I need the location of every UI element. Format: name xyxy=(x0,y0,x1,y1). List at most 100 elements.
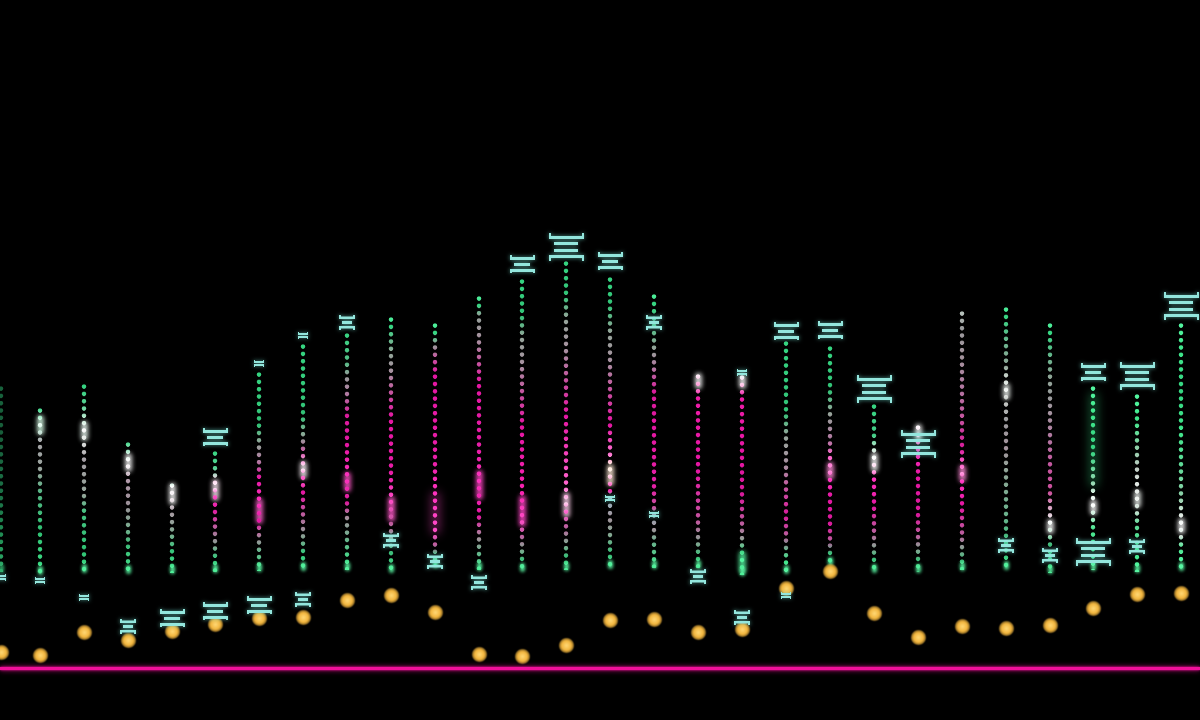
ibeam-marker-icon xyxy=(773,322,799,340)
ibeam-marker-icon xyxy=(383,533,399,548)
column-tip-glow xyxy=(344,562,350,571)
column-tip-glow xyxy=(388,564,394,573)
amber-dot xyxy=(690,624,706,640)
marker-bottom-bracket xyxy=(298,336,308,339)
marker-bar xyxy=(736,616,748,619)
marker-bar xyxy=(777,329,795,333)
ibeam-marker-icon xyxy=(1119,362,1155,390)
marker-top-bracket xyxy=(773,322,799,327)
marker-top-bracket xyxy=(295,592,311,596)
marker-bottom-bracket xyxy=(1129,550,1145,554)
marker-top-bracket xyxy=(202,602,228,607)
marker-bottom-bracket xyxy=(509,268,535,273)
marker-top-bracket xyxy=(383,533,399,537)
dot-column xyxy=(1134,393,1140,572)
marker-bottom-bracket xyxy=(1075,560,1111,566)
dot-column xyxy=(871,403,877,572)
ibeam-marker-icon xyxy=(1129,539,1145,554)
dot-column xyxy=(695,373,701,568)
dot-column xyxy=(519,278,525,571)
marker-bottom-bracket xyxy=(295,603,311,607)
marker-bar xyxy=(1044,554,1056,557)
marker-top-bracket xyxy=(690,569,706,573)
marker-bottom-bracket xyxy=(427,565,443,569)
marker-top-bracket xyxy=(597,252,623,257)
marker-top-bracket xyxy=(900,430,936,436)
marker-bottom-bracket xyxy=(1119,384,1155,390)
marker-bar xyxy=(250,603,268,607)
marker-bottom-bracket xyxy=(900,452,936,458)
column-tip-glow xyxy=(212,564,218,573)
marker-top-bracket xyxy=(605,495,615,498)
marker-bottom-bracket xyxy=(159,622,185,627)
column-tip-glow xyxy=(256,563,262,572)
marker-bar xyxy=(473,581,485,584)
dot-column xyxy=(607,276,613,568)
dot-column xyxy=(1003,306,1009,569)
ibeam-marker-icon xyxy=(781,592,791,599)
ibeam-marker-icon xyxy=(427,554,443,569)
marker-bar xyxy=(163,616,181,620)
ibeam-marker-icon xyxy=(79,594,89,601)
column-tip-glow xyxy=(169,565,175,574)
marker-bar xyxy=(1125,377,1149,381)
column-tip-glow xyxy=(1047,565,1053,574)
marker-bottom-bracket xyxy=(1042,559,1058,563)
marker-top-bracket xyxy=(649,511,659,514)
marker-top-bracket xyxy=(998,538,1014,542)
marker-bar xyxy=(692,575,704,578)
marker-bottom-bracket xyxy=(120,630,136,634)
ibeam-marker-icon xyxy=(295,592,311,607)
marker-bottom-bracket xyxy=(548,255,584,261)
marker-top-bracket xyxy=(35,577,45,580)
marker-bar xyxy=(429,560,441,563)
marker-bar xyxy=(862,390,886,394)
dot-column xyxy=(651,293,657,568)
ibeam-marker-icon xyxy=(856,375,892,403)
column-tip-glow xyxy=(125,565,131,574)
dot-column xyxy=(827,345,833,565)
marker-top-bracket xyxy=(1119,362,1155,368)
marker-bar xyxy=(206,435,224,439)
ibeam-marker-icon xyxy=(0,574,6,581)
marker-top-bracket xyxy=(737,369,747,372)
marker-bar xyxy=(821,328,839,332)
column-tip-glow xyxy=(1003,561,1009,570)
column-tip-glow xyxy=(651,560,657,569)
amber-dot xyxy=(207,616,223,632)
marker-top-bracket xyxy=(1163,292,1199,298)
dot-column xyxy=(1047,322,1053,573)
marker-bar xyxy=(1169,301,1193,304)
marker-bar xyxy=(206,609,224,613)
amber-dot xyxy=(1085,600,1101,616)
dot-column xyxy=(212,450,218,572)
marker-top-bracket xyxy=(856,375,892,381)
marker-top-bracket xyxy=(254,360,264,363)
marker-bar xyxy=(1081,553,1105,557)
ibeam-marker-icon xyxy=(1163,292,1199,320)
marker-bottom-bracket xyxy=(35,581,45,584)
marker-bottom-bracket xyxy=(0,578,6,581)
amber-dot xyxy=(164,623,180,639)
marker-bottom-bracket xyxy=(690,580,706,584)
marker-bottom-bracket xyxy=(471,586,487,590)
ibeam-marker-icon xyxy=(646,315,662,330)
marker-top-bracket xyxy=(1080,363,1106,368)
ibeam-marker-icon xyxy=(1075,538,1111,566)
ibeam-marker-icon xyxy=(254,360,264,367)
ibeam-marker-icon xyxy=(35,577,45,584)
column-tip-glow xyxy=(1178,562,1184,571)
dot-column xyxy=(959,310,965,570)
marker-bottom-bracket xyxy=(202,441,228,446)
marker-bottom-bracket xyxy=(817,334,843,339)
amber-dot xyxy=(866,605,882,621)
marker-top-bracket xyxy=(646,315,662,319)
marker-bar xyxy=(554,242,578,245)
amber-dot xyxy=(1042,617,1058,633)
column-tip-glow xyxy=(37,566,43,575)
marker-bottom-bracket xyxy=(597,265,623,270)
marker-bottom-bracket xyxy=(339,326,355,330)
ibeam-marker-icon xyxy=(817,321,843,339)
dot-column xyxy=(1178,322,1184,570)
